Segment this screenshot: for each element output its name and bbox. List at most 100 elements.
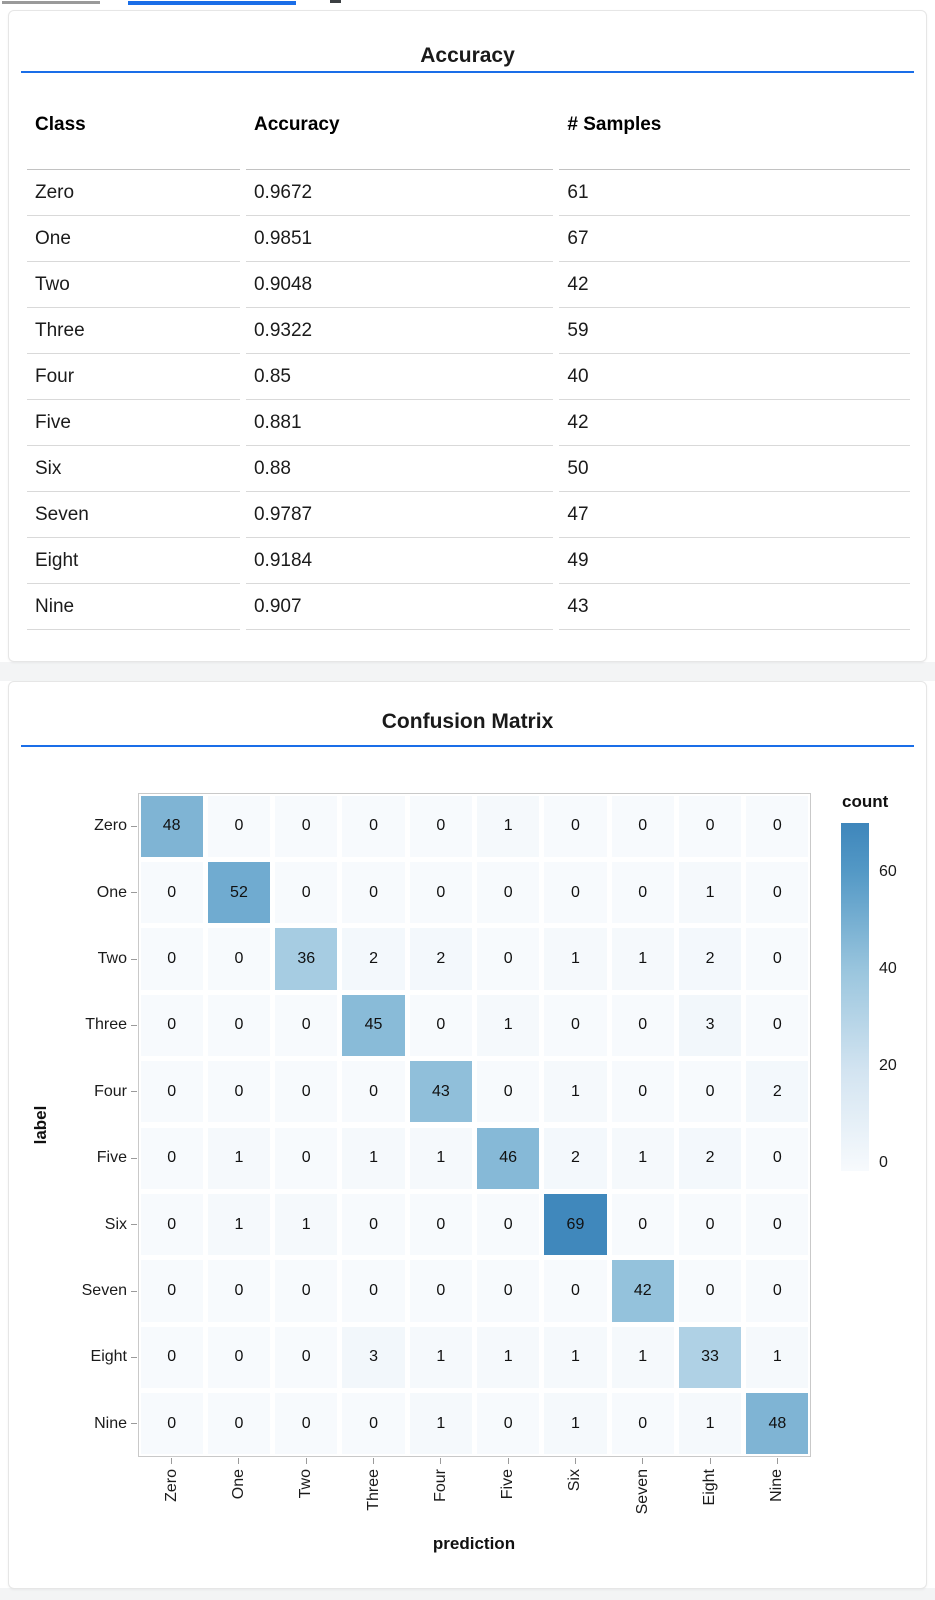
page-bottom-band xyxy=(0,1588,935,1600)
accuracy-cell: 0.9672 xyxy=(245,170,554,216)
table-row: Nine 0.907 43 xyxy=(27,584,910,630)
class-cell: Three xyxy=(27,308,240,354)
heatmap-cell: 0 xyxy=(140,1393,203,1455)
heatmap-cell: 0 xyxy=(275,1393,338,1455)
heatmap-cell: 0 xyxy=(207,1326,271,1389)
heatmap-cell: 0 xyxy=(611,795,674,857)
x-axis-tick xyxy=(171,1458,173,1464)
table-row: Eight 0.9184 49 xyxy=(27,538,910,584)
panel-gap-band xyxy=(0,662,935,681)
column-header-accuracy: Accuracy xyxy=(245,101,554,170)
heatmap-cell: 0 xyxy=(611,1393,674,1455)
heatmap-cell: 0 xyxy=(746,1260,809,1322)
heatmap-cell: 0 xyxy=(611,861,674,924)
heatmap-cell: 48 xyxy=(140,795,203,857)
samples-cell: 61 xyxy=(559,170,910,216)
heatmap-cell: 2 xyxy=(678,928,742,990)
x-axis-tick xyxy=(373,1458,375,1464)
heatmap-cell: 0 xyxy=(207,1260,271,1322)
heatmap-cell: 0 xyxy=(342,795,405,857)
accuracy-cell: 0.88 xyxy=(245,446,554,492)
heatmap-cell: 0 xyxy=(275,1127,338,1189)
x-axis-tick xyxy=(440,1458,442,1464)
x-axis-label: Zero xyxy=(162,1469,180,1502)
heatmap-cell: 1 xyxy=(746,1326,809,1389)
heatmap-cell: 69 xyxy=(544,1193,607,1256)
class-cell: Five xyxy=(27,400,240,446)
samples-cell: 67 xyxy=(559,216,910,262)
heatmap-cell: 0 xyxy=(275,1260,338,1322)
class-cell: Four xyxy=(27,354,240,400)
heatmap-cell: 0 xyxy=(678,1260,742,1322)
heatmap-cell: 1 xyxy=(544,1061,607,1123)
heatmap-cell: 36 xyxy=(275,928,338,990)
class-cell: Zero xyxy=(27,170,240,216)
y-axis-tick xyxy=(131,825,137,827)
heatmap-cell: 0 xyxy=(544,861,607,924)
class-cell: Two xyxy=(27,262,240,308)
heatmap-cell: 1 xyxy=(409,1393,472,1455)
samples-cell: 42 xyxy=(559,262,910,308)
heatmap-cell: 0 xyxy=(409,1260,472,1322)
heatmap-cell: 0 xyxy=(207,928,271,990)
y-axis-tick xyxy=(131,1356,137,1358)
table-row: Five 0.881 42 xyxy=(27,400,910,446)
samples-cell: 59 xyxy=(559,308,910,354)
heatmap-cell: 1 xyxy=(611,928,674,990)
heatmap-cell: 0 xyxy=(140,1061,203,1123)
accuracy-cell: 0.9048 xyxy=(245,262,554,308)
x-axis-tick xyxy=(709,1458,711,1464)
heatmap-cell: 0 xyxy=(746,994,809,1057)
heatmap-cell: 0 xyxy=(409,795,472,857)
heatmap-cell: 1 xyxy=(611,1127,674,1189)
heatmap-cell: 2 xyxy=(678,1127,742,1189)
accuracy-cell: 0.85 xyxy=(245,354,554,400)
active-tab-underline[interactable] xyxy=(128,1,296,5)
legend-tick-label: 0 xyxy=(879,1154,888,1171)
confusion-matrix-chart: label prediction count 48 0 0 0 0 1 0 0 0 0 0 52 0 0 0… xyxy=(9,682,926,1588)
table-row: Seven 0.9787 47 xyxy=(27,492,910,538)
legend-title: count xyxy=(842,792,889,811)
heatmap-cell: 0 xyxy=(342,861,405,924)
heatmap-cell: 1 xyxy=(678,1393,742,1455)
tab-underline-fragment[interactable] xyxy=(330,0,341,3)
y-axis-tick xyxy=(131,1157,137,1159)
y-axis-title: label xyxy=(31,1105,50,1145)
inactive-tab-underline[interactable] xyxy=(2,1,100,4)
y-axis-label: Seven xyxy=(81,1282,127,1299)
heatmap-cell: 2 xyxy=(746,1061,809,1123)
legend-tick-label: 40 xyxy=(879,960,897,977)
accuracy-cell: 0.9184 xyxy=(245,538,554,584)
table-row: One 0.9851 67 xyxy=(27,216,910,262)
y-axis-tick xyxy=(131,958,137,960)
y-axis-label: Six xyxy=(104,1215,127,1233)
accuracy-cell: 0.9787 xyxy=(245,492,554,538)
legend-tick-label: 60 xyxy=(879,863,897,880)
samples-cell: 42 xyxy=(559,400,910,446)
heatmap-cell: 0 xyxy=(140,861,203,924)
heatmap-cell: 1 xyxy=(477,994,540,1057)
heatmap-cell: 0 xyxy=(342,1061,405,1123)
heatmap-cell: 0 xyxy=(409,1193,472,1256)
heatmap-cell: 1 xyxy=(678,861,742,924)
heatmap-cell: 0 xyxy=(275,1326,338,1389)
heatmap-cell: 2 xyxy=(342,928,405,990)
samples-cell: 47 xyxy=(559,492,910,538)
column-header-samples: # Samples xyxy=(559,101,910,170)
heatmap-cell: 0 xyxy=(611,994,674,1057)
heatmap-cell: 0 xyxy=(207,795,271,857)
heatmap-cell: 0 xyxy=(409,861,472,924)
heatmap-cell: 3 xyxy=(678,994,742,1057)
accuracy-table: Class Accuracy # Samples Zero 0.9672 61 One… xyxy=(21,101,916,630)
heatmap-cell: 45 xyxy=(342,994,405,1057)
heatmap-cell: 0 xyxy=(140,1127,203,1189)
y-axis-tick xyxy=(131,1423,137,1425)
heatmap-cell: 0 xyxy=(544,795,607,857)
heatmap-cell: 0 xyxy=(140,928,203,990)
heatmap-cell: 0 xyxy=(678,1061,742,1123)
samples-cell: 49 xyxy=(559,538,910,584)
column-header-class: Class xyxy=(27,101,240,170)
heatmap-cell: 0 xyxy=(611,1193,674,1256)
x-axis-tick xyxy=(305,1458,307,1464)
x-axis-tick xyxy=(238,1458,240,1464)
